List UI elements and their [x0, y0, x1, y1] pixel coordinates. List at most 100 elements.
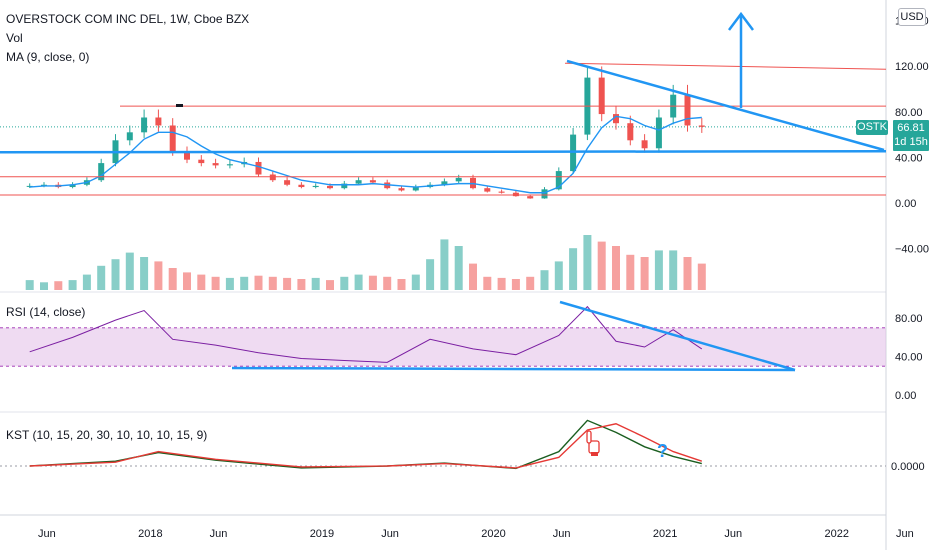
time-axis-tick: Jun	[553, 528, 571, 540]
volume-bar	[268, 276, 277, 290]
currency-button[interactable]: USD	[898, 8, 926, 26]
ma-line	[29, 115, 702, 194]
volume-bar	[569, 248, 578, 290]
resistance-line	[564, 62, 887, 70]
time-axis-tick: 2021	[653, 528, 677, 540]
volume-bar	[483, 276, 492, 290]
volume-bar	[383, 276, 392, 290]
candle	[527, 196, 534, 199]
kst-label: KST (10, 15, 20, 30, 10, 10, 10, 15, 9)	[6, 428, 208, 442]
volume-bar	[68, 280, 77, 290]
pointing-hand-icon	[586, 430, 600, 456]
candle	[298, 184, 305, 188]
volume-bar	[154, 261, 163, 290]
volume-bar	[368, 275, 377, 290]
candle	[455, 177, 462, 182]
candle	[627, 123, 634, 141]
volume-bar	[640, 257, 649, 290]
price-axis-tick: −40.00	[895, 244, 929, 256]
volume-bar	[612, 246, 620, 290]
candle	[641, 140, 648, 149]
candle	[369, 180, 376, 183]
time-axis-tick: Jun	[38, 528, 56, 540]
volume-bar	[40, 282, 48, 290]
candle	[412, 187, 419, 191]
volume-bar	[554, 261, 563, 290]
candle	[441, 181, 448, 185]
time-axis-tick: 2020	[481, 528, 505, 540]
volume-bar	[497, 277, 506, 290]
volume-bar	[654, 250, 663, 290]
time-axis-tick: 2019	[310, 528, 334, 540]
rsi-band	[0, 327, 886, 367]
price-badge: 66.81 1d 15h	[893, 120, 929, 151]
kst-pane: ?	[0, 419, 886, 470]
volume-bar	[311, 277, 320, 290]
volume-bar	[211, 276, 220, 290]
candle	[284, 180, 291, 185]
volume-bar	[669, 250, 678, 290]
candle	[541, 189, 548, 199]
symbol-badge: OSTK	[856, 120, 888, 135]
rsi-axis-tick: 0.00	[895, 390, 916, 402]
time-axis-tick: Jun	[724, 528, 742, 540]
volume-bar	[683, 257, 692, 290]
price-pane	[0, 11, 887, 290]
candle	[512, 192, 519, 197]
rsi-line	[29, 305, 703, 363]
time-axis-tick: Jun	[210, 528, 228, 540]
volume-bar	[526, 276, 535, 290]
price-axis-tick: 80.00	[895, 107, 923, 119]
candle	[69, 184, 76, 188]
rsi-label: RSI (14, close)	[6, 305, 86, 319]
price-axis-tick: 120.00	[895, 61, 929, 73]
question-mark: ?	[657, 441, 668, 461]
time-axis-tick: Jun	[381, 528, 399, 540]
volume-bar	[469, 263, 477, 290]
rsi-axis-tick: 40.00	[895, 352, 923, 364]
volume-label: Vol	[6, 31, 23, 45]
rsi-axis-tick: 80.00	[895, 313, 923, 325]
volume-bar	[111, 259, 120, 290]
chart-title: OVERSTOCK COM INC DEL, 1W, Cboe BZX	[6, 12, 250, 26]
volume-bar	[225, 277, 234, 290]
candle	[184, 151, 190, 160]
candle	[212, 163, 219, 166]
kst-axis-tick: 0.0000	[891, 461, 925, 473]
candle	[126, 132, 133, 141]
candle	[555, 171, 562, 190]
candle	[698, 125, 705, 127]
time-axis-tick: Jun	[896, 528, 914, 540]
candle	[341, 183, 348, 189]
candle	[598, 77, 605, 115]
marker	[176, 104, 183, 107]
volume-bar	[240, 276, 249, 290]
up-arrow-icon	[728, 11, 754, 31]
candle	[198, 159, 205, 164]
volume-bar	[254, 275, 263, 290]
volume-bar	[125, 252, 134, 290]
candle	[255, 161, 262, 175]
volume-bar	[326, 280, 334, 290]
volume-bar	[97, 265, 106, 290]
candle	[355, 180, 362, 184]
candle	[155, 117, 162, 126]
volume-bar	[82, 274, 91, 290]
volume-bar	[454, 246, 463, 290]
candle	[684, 94, 691, 126]
price-value: 66.81	[897, 122, 925, 134]
candle	[226, 164, 233, 166]
support-line	[0, 150, 887, 154]
candle	[141, 117, 148, 133]
hand-finger	[586, 430, 592, 444]
volume-bar	[140, 257, 149, 290]
kst-signal-line	[29, 423, 703, 469]
price-axis-tick: 0.00	[895, 198, 916, 210]
ma-label: MA (9, close, 0)	[6, 50, 90, 64]
volume-bar	[411, 274, 420, 290]
volume-bar	[540, 270, 549, 290]
price-axis-tick: 40.00	[895, 152, 923, 164]
candle	[613, 114, 619, 124]
descending-trendline	[566, 59, 885, 152]
